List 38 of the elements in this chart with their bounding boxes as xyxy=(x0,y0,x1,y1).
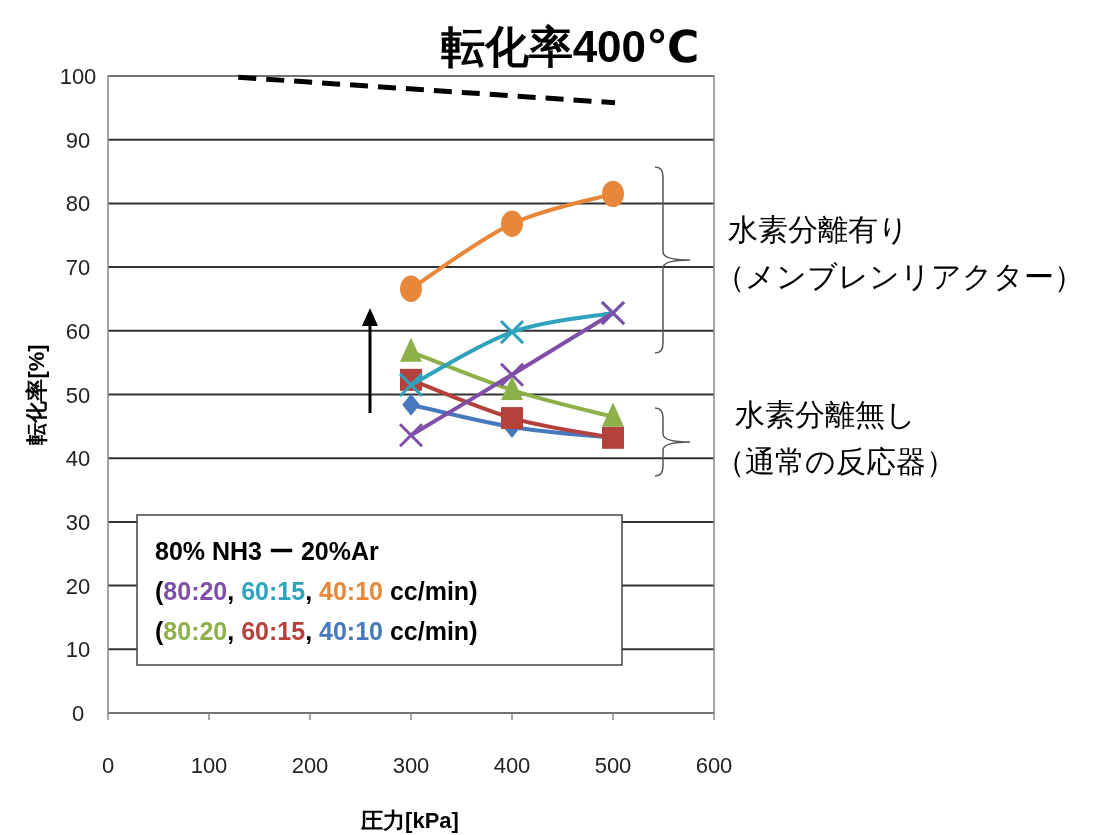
point xyxy=(400,275,422,302)
text: （メンブレンリアクター） xyxy=(715,260,1084,293)
point xyxy=(398,422,424,448)
point xyxy=(499,319,525,345)
y-tick-label: 20 xyxy=(65,573,91,599)
y-tick-label: 70 xyxy=(65,255,91,281)
x-tick-label: 400 xyxy=(493,753,531,778)
point xyxy=(402,393,420,416)
text: （通常の反応器） xyxy=(715,445,956,478)
x-tick-label: 600 xyxy=(695,753,733,778)
y-axis-title: 転化率[%] xyxy=(24,344,49,445)
y-tick-label: 10 xyxy=(65,637,91,663)
annotation: (80:20, 60:15, 40:10 cc/min) xyxy=(155,577,478,605)
text: 水素分離有り xyxy=(728,213,909,246)
point xyxy=(501,407,523,430)
text: 水素分離無し xyxy=(735,398,916,431)
point xyxy=(602,402,624,427)
y-tick-label: 40 xyxy=(65,446,91,472)
point xyxy=(602,180,624,208)
y-tick-label: 50 xyxy=(65,382,91,408)
y-tick-label: 30 xyxy=(65,509,91,535)
point xyxy=(501,210,523,237)
annotation: 80% NH3 ー 20%Ar xyxy=(155,537,379,565)
point xyxy=(398,372,424,398)
x-tick-label: 100 xyxy=(190,753,228,778)
y-tick-label: 80 xyxy=(65,191,91,217)
x-tick-label: 200 xyxy=(291,753,329,778)
chart-title: 転化率400℃ xyxy=(440,22,700,71)
y-tick-label: 0 xyxy=(71,701,85,726)
x-axis-title: 圧力[kPa] xyxy=(360,808,459,833)
y-tick-label: 90 xyxy=(65,127,91,153)
y-tick-label: 100 xyxy=(59,64,97,89)
annotation: (80:20, 60:15, 40:10 cc/min) xyxy=(155,617,478,645)
point xyxy=(499,362,525,388)
x-tick-label: 300 xyxy=(392,753,430,778)
x-tick-label: 0 xyxy=(101,753,115,778)
y-tick-label: 60 xyxy=(65,318,91,344)
x-tick-label: 500 xyxy=(594,753,632,778)
